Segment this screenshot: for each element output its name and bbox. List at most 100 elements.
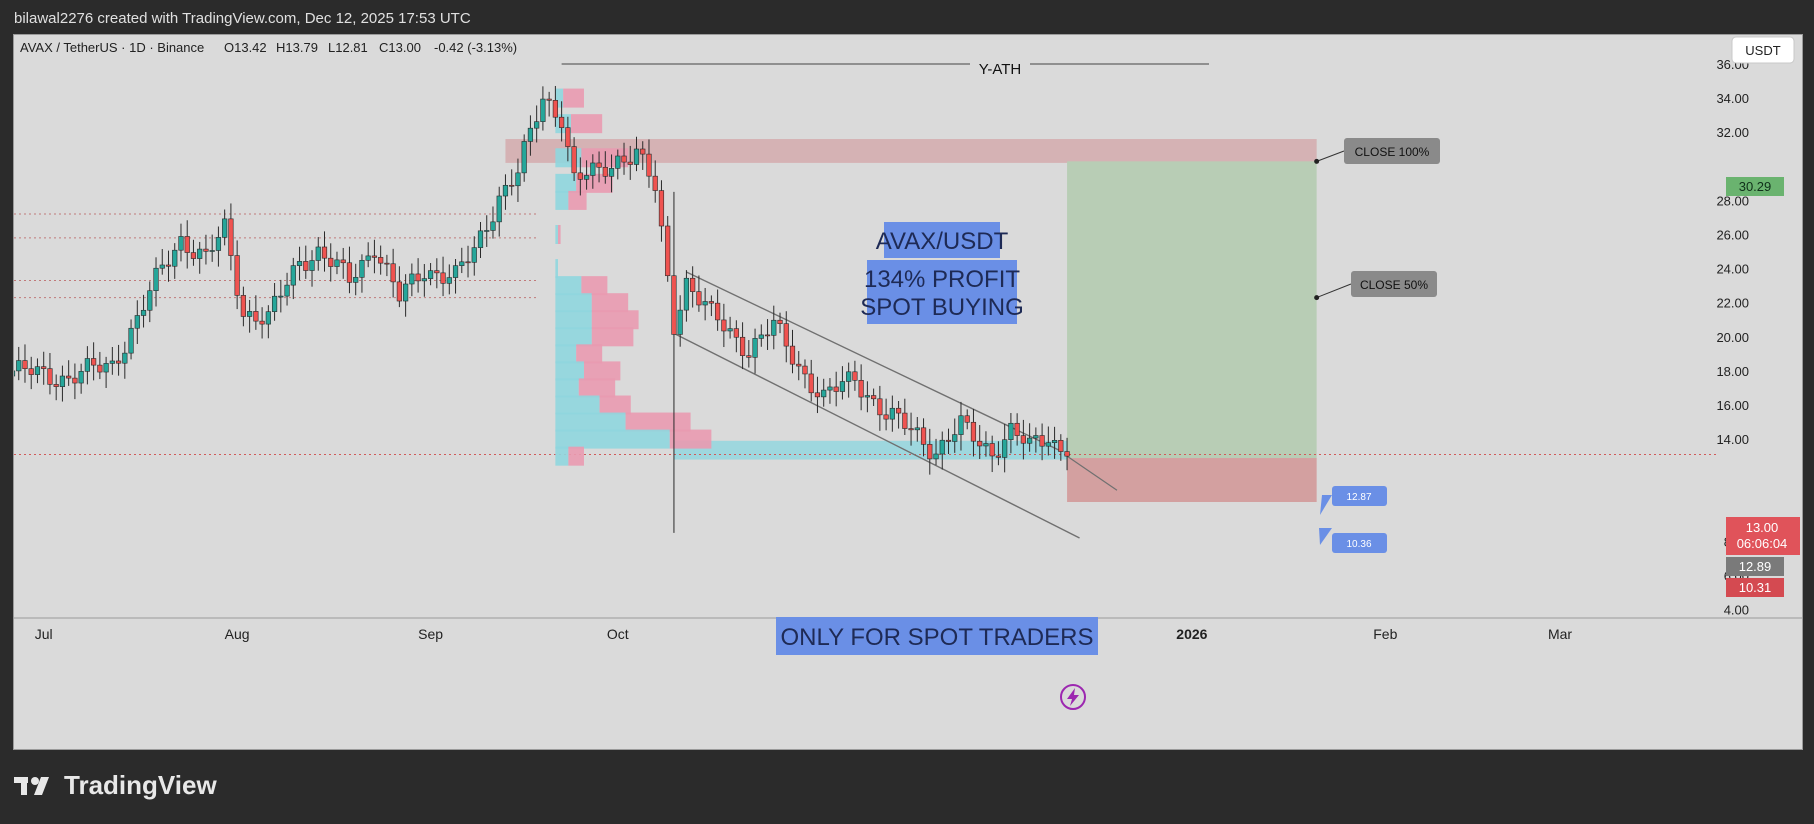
candle: [858, 364, 864, 411]
candle-body: [284, 284, 290, 297]
candle-body: [621, 155, 627, 163]
candle-body: [802, 365, 808, 375]
price-tick: 32.00: [1716, 125, 1749, 140]
price-chart[interactable]: 4.006.008.0014.0016.0018.0020.0022.0024.…: [9, 35, 1802, 749]
candle: [665, 216, 671, 282]
volume-profile-buy: [555, 276, 582, 296]
candle: [627, 145, 633, 180]
volume-profile-buy: [555, 446, 569, 466]
candle-body: [1064, 451, 1070, 457]
volume-profile-sell: [591, 310, 639, 330]
candle-body: [1045, 442, 1051, 447]
candle: [477, 221, 484, 258]
candle-body: [271, 295, 278, 312]
candle: [683, 270, 690, 322]
candle: [384, 254, 390, 277]
candle-body: [359, 260, 365, 278]
candle-body: [502, 184, 509, 197]
candle-body: [1058, 440, 1064, 452]
time-tick: Oct: [607, 626, 629, 642]
candle: [914, 417, 920, 442]
candle-body: [546, 98, 552, 101]
candle: [715, 289, 721, 331]
supply-zone: [505, 139, 1317, 163]
candle-body: [509, 184, 515, 187]
candle: [409, 263, 415, 297]
candle-body: [864, 395, 870, 398]
volume-profile-buy: [555, 293, 592, 313]
candle-body: [708, 301, 714, 304]
candle: [234, 240, 240, 310]
lightning-icon[interactable]: [1060, 684, 1086, 710]
price-tick: 28.00: [1716, 193, 1749, 208]
candle: [72, 363, 78, 400]
candle: [571, 137, 577, 182]
candle-body: [827, 386, 833, 391]
currency-button[interactable]: USDT: [1731, 36, 1795, 64]
svg-text:12.89: 12.89: [1739, 559, 1772, 574]
volume-profile-sell: [578, 378, 616, 398]
candle-body: [290, 265, 296, 286]
candle-body: [321, 246, 328, 259]
candle-body: [833, 386, 839, 392]
candle-body: [396, 281, 402, 302]
tradingview-logo[interactable]: TradingView: [14, 770, 217, 801]
candle-body: [715, 302, 721, 321]
volume-profile-sell: [669, 429, 712, 449]
legend-change: -0.42 (-3.13%): [434, 40, 517, 55]
candle: [421, 264, 427, 297]
candle: [390, 248, 396, 298]
candle-body: [1020, 435, 1026, 444]
candle: [833, 371, 839, 407]
candle-body: [440, 272, 446, 284]
candle: [16, 346, 22, 381]
candle-body: [309, 260, 315, 271]
target-price-badge: 30.29: [1726, 177, 1784, 196]
candle: [22, 344, 28, 383]
candle: [34, 358, 41, 384]
candle-body: [771, 319, 777, 336]
candle: [895, 400, 902, 429]
time-tick: Jul: [35, 626, 53, 642]
volume-profile-buy: [555, 148, 582, 168]
candle-body: [945, 439, 952, 442]
candle: [97, 351, 103, 380]
candle: [197, 241, 203, 274]
candle: [565, 116, 571, 162]
legend-open: O13.42: [224, 40, 267, 55]
candle: [315, 237, 321, 271]
price-tick: 18.00: [1716, 364, 1749, 379]
candle: [1064, 437, 1070, 471]
candle: [796, 351, 802, 381]
candle: [1033, 427, 1039, 453]
currency-label: USDT: [1745, 43, 1780, 58]
candle-body: [608, 168, 615, 177]
candle-body: [796, 363, 802, 367]
volume-profile-buy: [555, 259, 558, 279]
title-line-2: 134% PROFIT: [864, 266, 1020, 293]
candle: [883, 398, 889, 431]
candle: [739, 322, 746, 370]
candle-body: [28, 368, 34, 375]
candle-body: [889, 407, 895, 420]
candle-body: [527, 127, 534, 142]
candle-body: [278, 295, 284, 298]
last-price-value: 13.00: [1746, 520, 1779, 535]
volume-profile-buy: [555, 88, 564, 108]
candle: [783, 311, 789, 363]
candle: [446, 264, 452, 295]
candle-body: [702, 301, 708, 306]
chart-frame[interactable]: 4.006.008.0014.0016.0018.0020.0022.0024.…: [9, 34, 1803, 750]
candle: [78, 363, 84, 394]
title-box-2: [867, 260, 1017, 324]
candle-body: [927, 444, 933, 460]
candle-body: [1039, 435, 1045, 447]
candle-body: [627, 161, 633, 165]
candle: [658, 180, 665, 242]
legend-low: L12.81: [328, 40, 368, 55]
candle-body: [403, 283, 409, 302]
candle-body: [995, 455, 1002, 458]
candle-body: [172, 249, 178, 267]
candle: [115, 344, 122, 376]
candle-body: [41, 366, 47, 369]
